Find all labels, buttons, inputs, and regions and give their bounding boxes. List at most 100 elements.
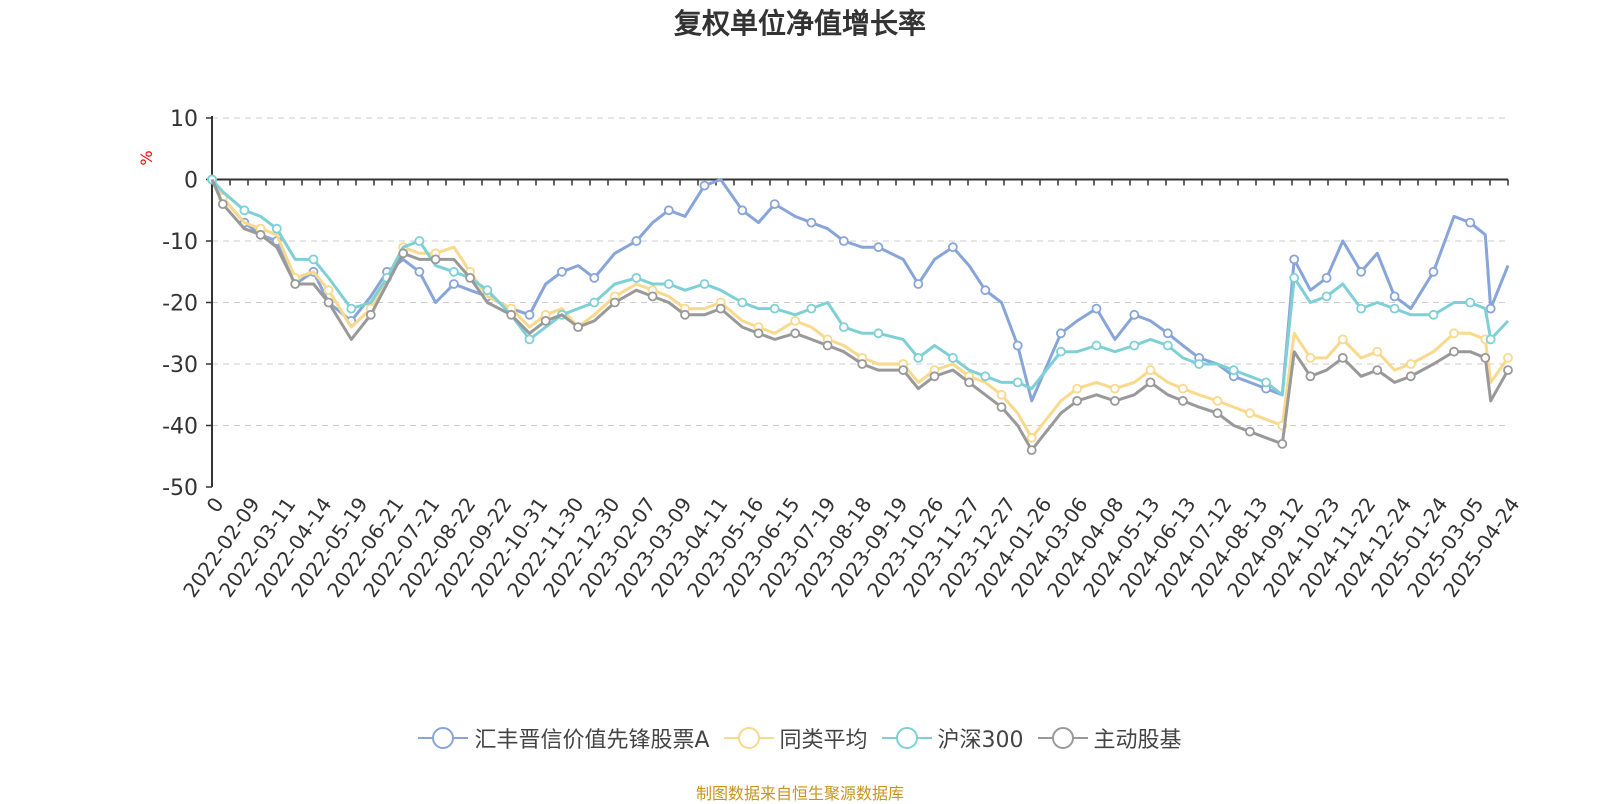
data-point xyxy=(1372,346,1383,357)
data-point xyxy=(1056,328,1066,339)
data-point xyxy=(1110,383,1120,394)
data-point xyxy=(239,205,250,216)
series-line xyxy=(210,178,1510,403)
data-point xyxy=(465,272,476,283)
data-point xyxy=(980,371,991,382)
legend-line-circle-icon xyxy=(881,727,932,749)
data-point xyxy=(589,272,600,283)
data-point xyxy=(323,297,334,308)
data-point xyxy=(1277,438,1288,449)
legend-item-3[interactable]: 沪深300 xyxy=(881,722,1024,754)
y-tick-label: -10 xyxy=(162,230,198,255)
data-point xyxy=(1321,291,1332,302)
x-tick-label: 0 xyxy=(202,493,229,517)
data-point xyxy=(838,322,849,333)
data-point xyxy=(1245,408,1255,419)
data-point xyxy=(1289,272,1300,283)
data-point xyxy=(482,285,493,296)
data-point xyxy=(1289,254,1300,265)
legend-line-circle-icon xyxy=(723,727,774,749)
data-point xyxy=(1305,371,1316,382)
data-point xyxy=(1072,395,1082,406)
data-point xyxy=(913,279,924,289)
data-point xyxy=(1162,340,1173,351)
data-point xyxy=(631,272,642,283)
data-point xyxy=(1480,352,1491,363)
data-point xyxy=(290,279,301,289)
data-point xyxy=(980,285,991,296)
data-point xyxy=(323,285,334,296)
legend-item-4[interactable]: 主动股基 xyxy=(1037,722,1182,754)
data-point xyxy=(1145,365,1156,376)
data-point xyxy=(506,309,517,320)
data-point xyxy=(1405,359,1416,369)
legend-item-1[interactable]: 汇丰晋信价值先锋股票A xyxy=(418,722,710,754)
data-point xyxy=(948,352,958,363)
data-point xyxy=(1012,340,1023,351)
series-2 xyxy=(210,178,1513,443)
data-point xyxy=(663,205,674,216)
data-point xyxy=(1091,303,1102,314)
y-axis-unit-label: % xyxy=(137,150,156,165)
legend-item-2[interactable]: 同类平均 xyxy=(723,722,868,754)
data-point xyxy=(365,309,376,320)
axes: 100-10-20-30-40-5002022-02-092022-03-112… xyxy=(162,107,1524,602)
legend-label: 同类平均 xyxy=(779,728,868,753)
data-point xyxy=(1012,377,1023,388)
data-point xyxy=(663,279,674,289)
data-point xyxy=(1372,365,1383,376)
data-point xyxy=(1449,346,1459,357)
data-point xyxy=(1178,395,1188,406)
data-point xyxy=(1194,359,1204,369)
data-point xyxy=(1428,309,1439,320)
data-point xyxy=(1145,377,1156,388)
data-point xyxy=(1465,297,1476,308)
series-line xyxy=(210,178,1510,440)
legend-label: 主动股基 xyxy=(1093,728,1182,753)
data-point xyxy=(737,205,748,216)
data-point xyxy=(631,236,642,246)
data-point xyxy=(1129,340,1140,351)
data-point xyxy=(1405,371,1416,382)
legend-line-circle-icon xyxy=(1037,727,1088,749)
chart-legend[interactable]: 汇丰晋信价值先锋股票A 同类平均 沪深300 主动股基 xyxy=(0,722,1600,754)
data-point xyxy=(898,365,909,376)
data-point xyxy=(1337,352,1348,363)
data-point xyxy=(1091,340,1102,351)
data-point xyxy=(857,359,868,369)
y-tick-label: -30 xyxy=(162,353,198,378)
data-point xyxy=(1110,395,1120,406)
data-point xyxy=(964,377,974,388)
data-point xyxy=(524,334,535,345)
data-point xyxy=(1337,334,1348,345)
series-line xyxy=(210,178,1510,397)
data-point xyxy=(996,402,1007,413)
data-point xyxy=(1129,309,1140,320)
data-point xyxy=(414,236,425,246)
y-tick-label: -20 xyxy=(162,292,198,317)
data-point xyxy=(1261,377,1271,388)
data-point xyxy=(1245,426,1255,437)
data-point xyxy=(271,223,282,234)
data-point xyxy=(1428,266,1439,277)
y-tick-label: 10 xyxy=(170,107,198,132)
data-point xyxy=(557,266,567,277)
data-point xyxy=(1321,272,1332,283)
data-point xyxy=(448,279,459,289)
data-point xyxy=(822,340,833,351)
data-point xyxy=(1485,303,1496,314)
data-point xyxy=(430,254,441,265)
y-tick-label: -40 xyxy=(162,415,198,440)
data-point xyxy=(573,322,583,333)
data-point xyxy=(996,389,1007,400)
data-point xyxy=(398,248,409,259)
data-point xyxy=(1465,217,1476,228)
data-point xyxy=(1503,365,1513,376)
data-point xyxy=(1503,352,1513,363)
data-point xyxy=(680,309,690,320)
data-point xyxy=(737,297,748,308)
data-point xyxy=(948,242,958,253)
data-point xyxy=(1449,328,1459,339)
data-point xyxy=(790,315,801,326)
